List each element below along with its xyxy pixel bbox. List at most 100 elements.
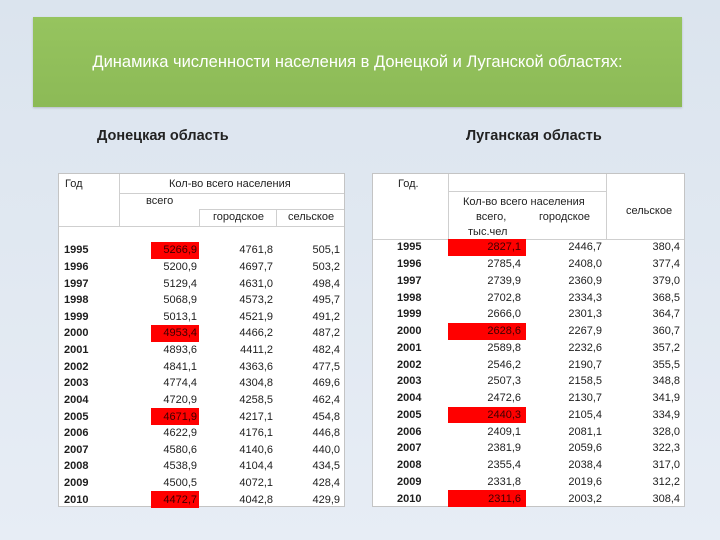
year-cell: 2010 [397,492,422,505]
total-cell: 5200,9 [163,260,197,273]
total-cell: 4774,4 [163,377,197,390]
year-cell: 1995 [64,244,89,257]
year-cell: 2000 [397,325,422,338]
total-cell: 2311,6 [448,490,526,507]
total-header: всего, [476,211,507,223]
rural-cell: 334,9 [652,408,680,421]
unit-header: тыс.чел [468,226,508,238]
urban-cell: 4217,1 [239,410,273,423]
total-cell: 2472,6 [487,392,521,405]
rural-cell: 364,7 [652,308,680,321]
rural-cell: 505,1 [312,244,340,257]
urban-cell: 4042,8 [239,493,273,506]
rural-cell: 322,3 [652,442,680,455]
urban-cell: 2059,6 [568,442,602,455]
rural-cell: 495,7 [312,294,340,307]
rural-cell: 434,5 [312,460,340,473]
table-row: 1998 2702,8 2334,3 368,5 [373,289,684,306]
table-row: 2006 2409,1 2081,1 328,0 [373,423,684,440]
total-cell: 2785,4 [487,258,521,271]
table-row: 2001 2589,8 2232,6 357,2 [373,340,684,357]
header-divider [199,209,344,210]
year-cell: 2008 [64,460,89,473]
total-cell: 4500,5 [163,477,197,490]
rural-cell: 498,4 [312,277,340,290]
year-cell: 2003 [64,377,89,390]
donetsk-table-body: 1995 5266,9 4761,8 505,1 1996 5200,9 4697,7 503… [59,242,344,508]
table-row: 1996 2785,4 2408,0 377,4 [373,256,684,273]
urban-header: городское [213,211,264,223]
urban-cell: 4573,2 [239,294,273,307]
rural-cell: 503,2 [312,260,340,273]
header-divider [119,193,344,194]
year-cell: 2004 [64,393,89,406]
table-row: 2008 2355,4 2038,4 317,0 [373,457,684,474]
year-cell: 1998 [397,291,422,304]
urban-cell: 4363,6 [239,360,273,373]
rural-cell: 377,4 [652,258,680,271]
total-cell: 2409,1 [487,425,521,438]
year-cell: 2010 [64,493,89,506]
total-cell: 2827,1 [448,239,526,256]
urban-cell: 2105,4 [568,408,602,421]
year-cell: 2005 [397,408,422,421]
year-cell: 2002 [397,358,422,371]
header-divider [448,191,606,192]
year-cell: 2005 [64,410,89,423]
header-divider [276,209,277,226]
urban-cell: 2003,2 [568,492,602,505]
urban-cell: 4072,1 [239,477,273,490]
rural-cell: 328,0 [652,425,680,438]
table-row: 2002 2546,2 2190,7 355,5 [373,356,684,373]
year-cell: 2008 [397,459,422,472]
urban-cell: 4104,4 [239,460,273,473]
urban-cell: 2019,6 [568,475,602,488]
urban-cell: 2232,6 [568,341,602,354]
table-row: 2010 2311,6 2003,2 308,4 [373,490,684,507]
table-row: 2009 2331,8 2019,6 312,2 [373,474,684,491]
rural-cell: 360,7 [652,325,680,338]
urban-cell: 2081,1 [568,425,602,438]
year-cell: 1996 [64,260,89,273]
total-cell: 2628,6 [448,322,526,340]
total-cell: 4720,9 [163,393,197,406]
urban-cell: 2038,4 [568,459,602,472]
header-bottom-border [373,239,684,240]
year-cell: 2001 [397,341,422,354]
urban-header: городское [539,211,590,223]
urban-cell: 4140,6 [239,443,273,456]
rural-cell: 357,2 [652,341,680,354]
table-row: 2000 2628,6 2267,9 360,7 [373,322,684,340]
year-cell: 2003 [397,375,422,388]
header-divider [448,174,449,239]
title-bar: Динамика численности населения в Донецко… [33,17,682,107]
urban-cell: 2446,7 [568,241,602,254]
rural-cell: 348,8 [652,375,680,388]
rural-cell: 477,5 [312,360,340,373]
urban-cell: 4258,5 [239,393,273,406]
donetsk-heading: Донецкая область [97,128,229,144]
total-cell: 2507,3 [487,375,521,388]
total-cell: 5266,9 [151,242,199,259]
total-cell: 4580,6 [163,443,197,456]
table-row: 2004 4720,9 4258,5 462,4 [59,392,344,409]
table-row: 2010 4472,7 4042,8 429,9 [59,491,344,508]
rural-header: сельское [626,205,673,217]
luhansk-table-body: 1995 2827,1 2446,7 380,4 1996 2785,4 2408,0 377… [373,239,684,507]
urban-cell: 4411,2 [240,344,273,357]
rural-cell: 469,6 [312,377,340,390]
total-cell: 2739,9 [487,274,521,287]
year-cell: 1998 [64,294,89,307]
rural-cell: 341,9 [652,392,680,405]
year-cell: 2002 [64,360,89,373]
luhansk-table: Год. Кол-во всего населения всего, город… [372,173,685,507]
total-cell: 2666,0 [487,308,521,321]
urban-cell: 4697,7 [239,260,273,273]
table-row: 2001 4893,6 4411,2 482,4 [59,342,344,359]
year-header: Год [65,178,83,190]
total-cell: 4622,9 [163,427,197,440]
luhansk-heading: Луганская область [466,128,602,144]
urban-cell: 4521,9 [239,310,273,323]
rural-cell: 482,4 [312,344,340,357]
rural-cell: 491,2 [312,310,340,323]
